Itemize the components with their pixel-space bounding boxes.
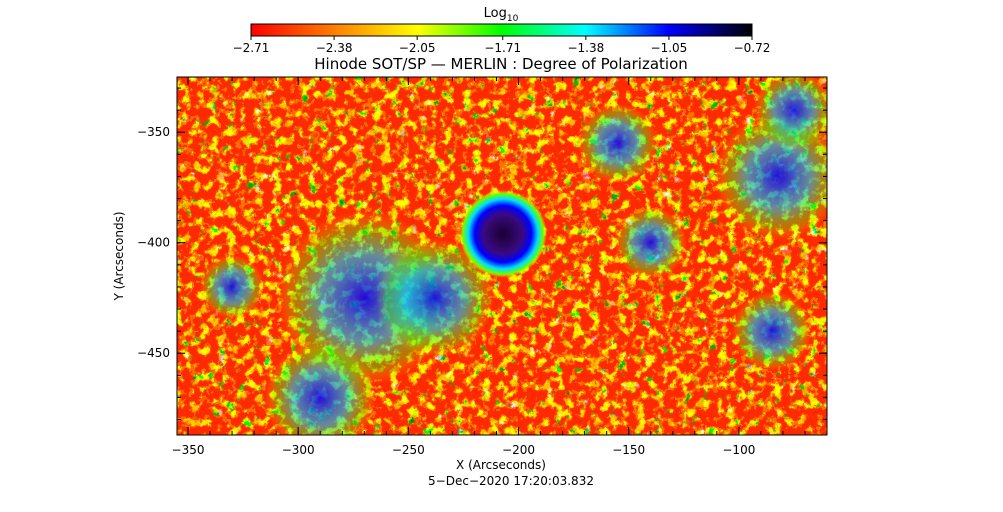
network-feature [732, 291, 812, 371]
colorbar-strip [250, 23, 753, 37]
polarization-features [200, 77, 827, 435]
network-feature [200, 255, 264, 319]
timestamp: 5−Dec−2020 17:20:03.832 [428, 474, 594, 488]
x-tick-label: −300 [282, 443, 315, 457]
network-feature [578, 103, 658, 183]
colorbar-tick-label: −2.38 [316, 41, 353, 55]
colorbar-tick-label: −2.05 [399, 41, 436, 55]
y-axis-label: Y (Arcseconds) [112, 211, 126, 301]
x-tick-label: −350 [172, 443, 205, 457]
colorbar-tick-label: −0.72 [734, 41, 771, 55]
plot-frame [176, 76, 828, 436]
x-tick-label: −150 [612, 443, 645, 457]
network-feature [375, 238, 495, 358]
network-feature [264, 341, 376, 435]
colorbar-tick-label: −2.71 [233, 41, 270, 55]
y-tick-label: −400 [137, 236, 170, 250]
sunspot-feature [459, 190, 547, 278]
colorbar: Log10 −2.71 −2.38 −2.05 −1.71 −1.38 −1.05 −0.7… [233, 6, 771, 55]
colorbar-tick-label: −1.38 [567, 41, 604, 55]
colorbar-tick-label: −1.05 [651, 41, 688, 55]
colorbar-tick-label: −1.71 [484, 41, 521, 55]
colorbar-label: Log10 [484, 6, 519, 24]
network-feature [754, 77, 827, 150]
x-axis-label: X (Arcseconds) [456, 458, 546, 472]
x-tick-label: −100 [722, 443, 755, 457]
x-tick-label: −250 [392, 443, 425, 457]
y-tick-label: −450 [137, 346, 170, 360]
x-tick-label: −200 [502, 443, 535, 457]
colorbar-ticks: −2.71 −2.38 −2.05 −1.71 −1.38 −1.05 −0.72 [233, 36, 771, 55]
y-tick-label: −350 [137, 125, 170, 139]
y-axis-ticks: −350 −400 −450 [137, 87, 827, 421]
x-axis-ticks: −350 −300 −250 −200 −150 −100 [172, 77, 828, 457]
heatmap-area [177, 77, 827, 435]
chart-title: Hinode SOT/SP — MERLIN : Degree of Polar… [314, 55, 688, 73]
network-feature [615, 207, 687, 279]
